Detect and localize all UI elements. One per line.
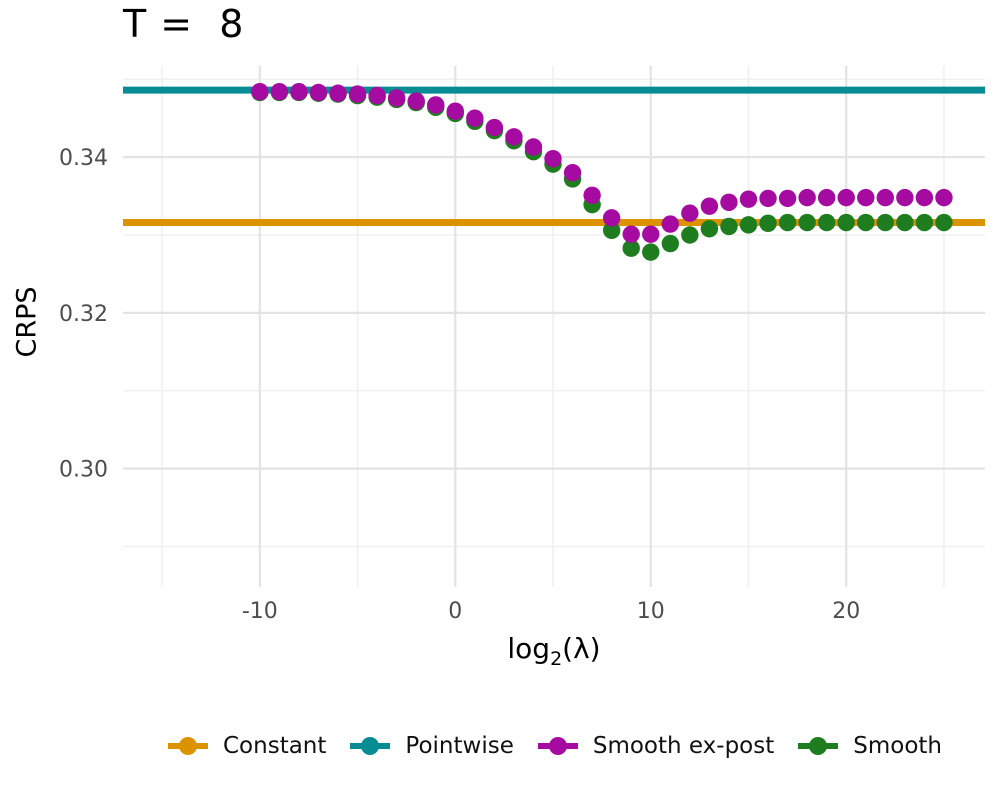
point-smooth-ex-post [387,89,406,107]
point-smooth-ex-post [485,118,504,137]
point-smooth [681,226,699,244]
point-smooth [876,213,895,232]
point-smooth-ex-post [798,188,816,207]
point-smooth [857,213,875,232]
legend-key-pointwise-icon [350,736,391,756]
point-smooth [642,243,660,261]
point-smooth [915,213,934,232]
chart-canvas: -10 0 10 20 0.30 0.32 0.34 [59,66,985,624]
point-smooth-ex-post [466,109,484,127]
x-axis-title-subscript: 2 [550,647,563,670]
point-smooth-ex-post [778,189,797,208]
legend-item-constant: Constant [168,733,326,759]
legend-key-smooth-icon [798,736,839,756]
point-smooth-ex-post [583,186,601,204]
point-smooth [622,239,640,257]
legend-key-point [179,737,197,755]
point-smooth [778,213,797,232]
point-smooth-ex-post [251,82,269,101]
point-smooth-ex-post [700,197,719,215]
legend-key-constant-icon [168,736,208,756]
point-smooth-ex-post [837,188,855,207]
point-smooth-ex-post [270,82,289,101]
legend-key-point [809,737,828,755]
point-smooth-ex-post [348,85,367,103]
point-smooth-ex-post [446,102,464,120]
point-smooth-ex-post [563,163,582,182]
point-smooth [720,217,738,236]
point-smooth [837,213,855,232]
point-smooth-ex-post [817,188,836,207]
point-smooth-ex-post [642,225,660,243]
point-smooth [935,213,953,232]
legend-key-point [548,737,567,755]
legend-item-pointwise: Pointwise [350,733,514,759]
point-smooth-ex-post [876,188,895,207]
point-smooth-ex-post [935,188,953,207]
point-smooth-ex-post [622,225,640,243]
point-smooth-ex-post [407,92,425,110]
point-smooth [661,234,680,253]
x-axis-title-rest: (λ) [562,632,601,666]
point-smooth-ex-post [427,96,445,114]
legend-item-smooth-ex-post: Smooth ex-post [537,733,775,759]
legend-key-smooth-ex-post-icon [537,736,578,756]
point-smooth-ex-post [661,215,680,233]
point-smooth [739,216,758,234]
point-smooth-ex-post [309,83,328,102]
plot-title: T = 8 [123,2,245,46]
x-axis-title: log2(λ) [507,632,600,670]
y-axis-title-text: CRPS [11,286,43,358]
point-smooth-ex-post [505,128,523,146]
legend: Constant Pointwise Smooth ex-post Smooth [110,724,1000,768]
y-tick-label: 0.30 [59,458,108,483]
point-smooth-ex-post [524,138,543,156]
point-smooth-ex-post [602,209,621,227]
point-smooth-ex-post [915,188,934,207]
point-smooth-ex-post [720,193,738,211]
point-smooth-ex-post [759,189,777,208]
x-tick-label: 0 [448,599,462,624]
x-tick-label: -10 [242,599,278,624]
legend-label: Smooth [853,733,942,759]
point-smooth [602,221,621,240]
point-smooth [700,220,719,238]
point-smooth-ex-post [329,84,347,102]
y-axis-title: CRPS [12,286,43,357]
legend-label: Pointwise [405,733,514,759]
x-tick-label: 10 [637,599,665,624]
y-tick-label: 0.34 [59,146,108,171]
point-smooth-ex-post [290,82,308,101]
legend-item-smooth: Smooth [798,733,942,759]
point-smooth [896,213,914,232]
point-smooth [817,213,836,232]
point-smooth-ex-post [681,204,699,222]
legend-label: Constant [223,733,327,759]
x-axis-title-base: log [507,632,551,666]
point-smooth-ex-post [368,86,386,105]
legend-key-point [361,737,380,755]
point-smooth [798,213,816,232]
legend-label: Smooth ex-post [592,733,775,759]
point-smooth [759,214,777,233]
y-tick-label: 0.32 [59,302,108,327]
x-tick-label: 20 [832,599,860,624]
point-smooth-ex-post [544,149,562,168]
point-smooth-ex-post [896,188,914,207]
point-smooth-ex-post [739,190,758,208]
point-smooth-ex-post [857,188,875,207]
